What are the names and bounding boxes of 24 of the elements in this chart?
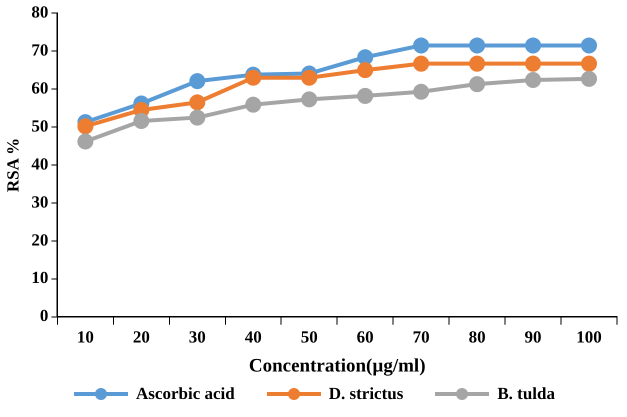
x-tick-label: 20	[132, 327, 150, 346]
x-tick-label: 100	[576, 327, 602, 346]
y-tick-label: 80	[31, 2, 48, 22]
y-tick-label: 40	[31, 154, 48, 174]
y-tick-label: 50	[31, 116, 48, 136]
y-tick-label: 0	[40, 306, 48, 326]
x-tick-label: 40	[244, 327, 262, 346]
y-axis-title: RSA %	[4, 138, 23, 192]
legend-label: Ascorbic acid	[136, 384, 235, 404]
x-tick-label: 70	[412, 327, 430, 346]
y-tick-label: 60	[31, 78, 48, 98]
y-tick-label: 20	[31, 230, 48, 250]
y-tick-label: 70	[31, 40, 48, 60]
x-tick-label: 10	[76, 327, 94, 346]
x-tick-label: 80	[468, 327, 486, 346]
y-tick-label: 30	[31, 192, 48, 212]
legend-label: D. strictus	[328, 384, 404, 404]
x-tick-label: 50	[300, 327, 318, 346]
y-tick-label: 10	[31, 268, 48, 288]
x-axis-title: Concentration(µg/ml)	[248, 356, 426, 377]
x-tick-label: 30	[188, 327, 206, 346]
x-tick-label: 60	[356, 327, 374, 346]
x-tick-label: 90	[524, 327, 542, 346]
legend-label: B. tulda	[497, 384, 555, 404]
